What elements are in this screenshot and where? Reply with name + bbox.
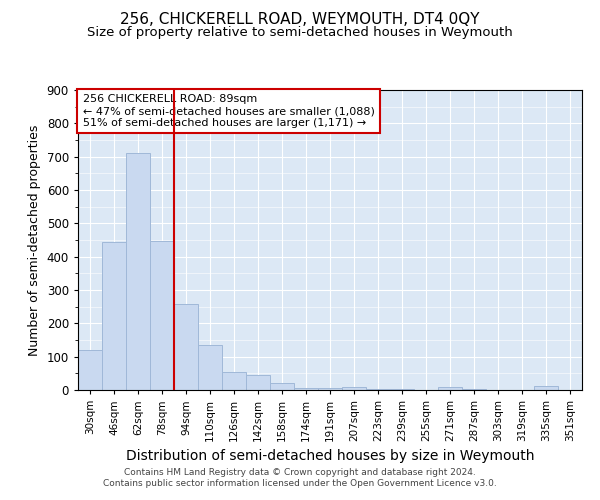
Text: Contains HM Land Registry data © Crown copyright and database right 2024.
Contai: Contains HM Land Registry data © Crown c…	[103, 468, 497, 487]
Text: Size of property relative to semi-detached houses in Weymouth: Size of property relative to semi-detach…	[87, 26, 513, 39]
Bar	[246, 375, 270, 390]
Y-axis label: Number of semi-detached properties: Number of semi-detached properties	[28, 124, 41, 356]
Bar	[366, 389, 390, 390]
Bar	[150, 241, 174, 390]
Bar	[534, 386, 558, 390]
Text: 256 CHICKERELL ROAD: 89sqm
← 47% of semi-detached houses are smaller (1,088)
51%: 256 CHICKERELL ROAD: 89sqm ← 47% of semi…	[83, 94, 375, 128]
Bar	[318, 388, 342, 390]
Bar	[222, 372, 246, 390]
Bar	[342, 386, 366, 390]
X-axis label: Distribution of semi-detached houses by size in Weymouth: Distribution of semi-detached houses by …	[126, 450, 534, 464]
Bar	[126, 154, 150, 390]
Bar	[294, 388, 318, 390]
Text: 256, CHICKERELL ROAD, WEYMOUTH, DT4 0QY: 256, CHICKERELL ROAD, WEYMOUTH, DT4 0QY	[120, 12, 480, 28]
Bar	[78, 350, 102, 390]
Bar	[438, 388, 462, 390]
Bar	[270, 384, 294, 390]
Bar	[102, 242, 126, 390]
Bar	[198, 345, 222, 390]
Bar	[174, 304, 198, 390]
